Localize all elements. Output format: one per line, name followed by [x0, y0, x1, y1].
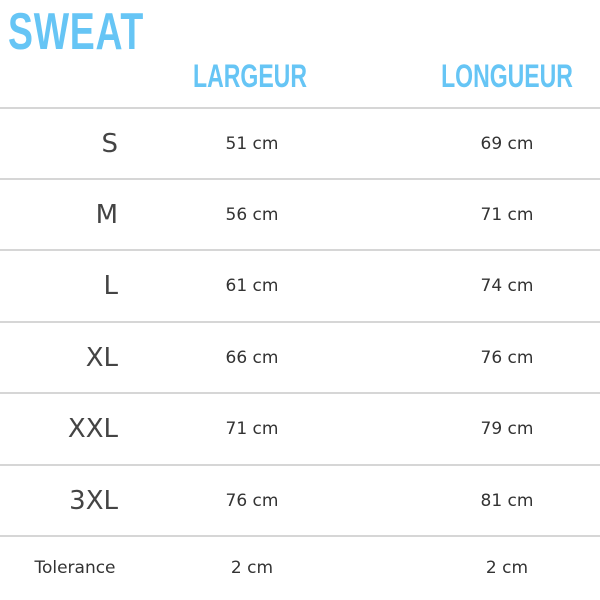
- length-value: 81 cm: [480, 491, 534, 511]
- divider: [0, 107, 600, 109]
- width-value: 71 cm: [225, 419, 279, 439]
- size-label: L: [103, 271, 119, 301]
- page-title: SWEAT: [8, 3, 145, 61]
- length-value: 71 cm: [480, 205, 534, 225]
- table-row: 3XL 76 cm 81 cm: [0, 466, 600, 537]
- size-label: M: [95, 200, 118, 230]
- size-label: XXL: [67, 414, 118, 444]
- divider: [0, 321, 600, 323]
- divider: [0, 535, 600, 537]
- width-value: 56 cm: [225, 205, 279, 225]
- size-label: XL: [85, 343, 118, 373]
- table-row: L 61 cm 74 cm: [0, 251, 600, 322]
- width-value: 61 cm: [225, 276, 279, 296]
- width-value: 76 cm: [225, 491, 279, 511]
- divider: [0, 392, 600, 394]
- size-label: S: [101, 129, 118, 159]
- width-value: 51 cm: [225, 134, 279, 154]
- column-header-width: LARGEUR: [193, 58, 307, 94]
- table-row: S 51 cm 69 cm: [0, 109, 600, 180]
- table-row: M 56 cm 71 cm: [0, 180, 600, 251]
- table-row: XL 66 cm 76 cm: [0, 323, 600, 394]
- divider: [0, 178, 600, 180]
- divider: [0, 464, 600, 466]
- tolerance-row: Tolerance 2 cm 2 cm: [0, 537, 600, 599]
- width-tolerance: 2 cm: [230, 558, 274, 578]
- width-value: 66 cm: [225, 348, 279, 368]
- size-label: 3XL: [69, 486, 118, 516]
- length-value: 69 cm: [480, 134, 534, 154]
- tolerance-label: Tolerance: [34, 558, 116, 578]
- table-row: XXL 71 cm 79 cm: [0, 394, 600, 465]
- length-value: 74 cm: [480, 276, 534, 296]
- length-tolerance: 2 cm: [485, 558, 529, 578]
- divider: [0, 249, 600, 251]
- length-value: 79 cm: [480, 419, 534, 439]
- length-value: 76 cm: [480, 348, 534, 368]
- column-header-length: LONGUEUR: [441, 58, 573, 94]
